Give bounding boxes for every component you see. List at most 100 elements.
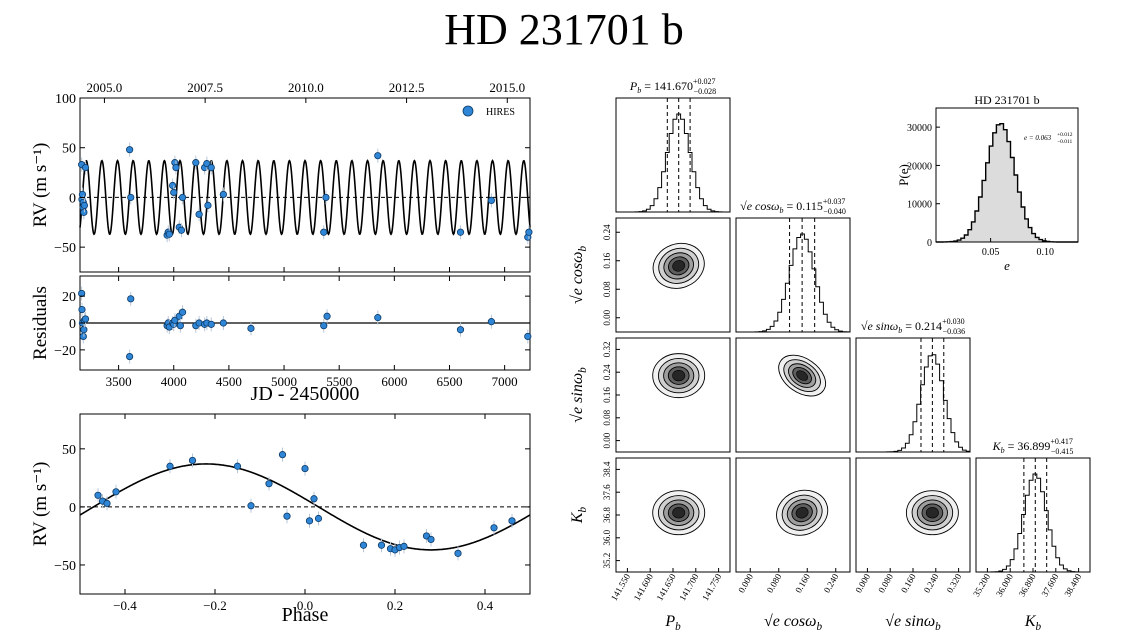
residuals-point: [81, 315, 90, 323]
residuals-xtick-label: 6000: [381, 374, 407, 389]
phase-point: [283, 512, 291, 520]
corner-contour-group: [905, 490, 959, 536]
corner-xtick-label: 0.080: [765, 572, 784, 595]
corner-ylabel-symbol: K: [569, 511, 586, 524]
corner-contour-level: [925, 507, 939, 519]
corner-contour-level: [796, 370, 809, 381]
corner-xlabel-symbol: P: [664, 613, 675, 630]
rv-time-point: [172, 164, 180, 172]
rv-time-point: [374, 152, 382, 160]
phase-ylabel: RV (m s⁻¹): [30, 462, 51, 547]
rv-time-point: [78, 190, 87, 199]
rv-time-frame: [79, 97, 531, 273]
corner-hist-frame: [735, 217, 851, 333]
corner-title-subscript: b: [637, 86, 641, 95]
corner-title-value: = 141.670: [641, 79, 693, 93]
rv-time-point: [487, 196, 495, 205]
corner-xtick-label: 0.000: [853, 572, 872, 595]
ecc-hist-steps: [936, 123, 1078, 243]
residuals-xlabel: JD - 2450000: [251, 383, 360, 405]
corner-ytick-label: 37.6: [602, 484, 612, 500]
phase-xlabel: Phase: [282, 604, 329, 626]
corner-title-value: = 0.214: [902, 319, 942, 333]
phase-model-curve: [79, 463, 531, 551]
rv-time-point: [204, 201, 212, 209]
corner-xlabel: √e cosωb: [764, 613, 823, 633]
corner-ylabel-subscript: b: [577, 367, 589, 373]
corner-ylabel: √e cosωb: [569, 246, 589, 305]
corner-xlabel-subscript: b: [675, 621, 681, 633]
residuals-point: [247, 324, 255, 332]
corner-xlabel: √e sinωb: [885, 613, 941, 633]
corner-hist-frame: [615, 97, 731, 213]
corner-contour-level: [672, 260, 686, 272]
corner-contour-group: [652, 353, 706, 399]
corner-title-symbol: K: [992, 439, 1002, 453]
phase-point: [305, 517, 314, 525]
rv-time-point: [456, 228, 465, 236]
phase-xtick-label: −0.4: [113, 598, 137, 613]
residuals-point: [79, 332, 87, 341]
corner-xtick-label: 141.650: [654, 572, 678, 603]
phase-point: [188, 456, 197, 465]
corner-title-upper-error: +0.417: [1050, 437, 1073, 446]
phase-ytick-label: 50: [62, 443, 76, 458]
corner-xtick-label: 0.240: [922, 572, 941, 595]
residuals-point: [78, 289, 86, 298]
corner-title-subscript: b: [898, 326, 902, 335]
corner-ytick-label: 0.16: [602, 252, 612, 268]
rv-time-ylabel: RV (m s⁻¹): [30, 143, 51, 228]
ecc-ytick-label: 0: [927, 238, 932, 249]
legend-label: HIRES: [486, 107, 515, 118]
corner-hist-steps: [736, 233, 851, 333]
residuals-xtick-label: 4000: [161, 374, 187, 389]
corner-xlabel-subscript: b: [1036, 621, 1042, 633]
corner-title-upper-error: +0.030: [942, 317, 965, 326]
corner-title-lower-error: −0.040: [823, 207, 846, 216]
corner-contour-group: [778, 354, 826, 397]
corner-contour-level: [672, 370, 686, 382]
phase-xtick-label: 0.4: [477, 598, 494, 613]
corner-title-upper-error: +0.027: [693, 77, 716, 86]
rv-time-point: [195, 210, 203, 218]
residuals-xtick-label: 5500: [326, 374, 352, 389]
ecc-annotation-lower: −0.011: [1057, 139, 1073, 145]
corner-ytick-label: 0.00: [602, 432, 612, 448]
phase-point: [377, 541, 386, 549]
rv-time-point: [80, 201, 89, 209]
ecc-title: HD 231701 b: [974, 93, 1039, 107]
corner-xlabel-symbol: √e cosω: [764, 613, 817, 630]
corner-xtick-label: 141.750: [700, 572, 724, 603]
corner-xlabel: Kb: [1024, 613, 1042, 633]
corner-ytick-label: 38.4: [602, 461, 612, 477]
ecc-hist-frame: [935, 107, 1079, 243]
corner-xtick-label: 37.600: [1039, 572, 1060, 599]
ecc-ytick-label: 10000: [907, 200, 932, 211]
ecc-xtick-label: 0.05: [982, 247, 1000, 258]
corner-ytick-label: 35.2: [602, 553, 612, 569]
corner-xtick-label: 38.400: [1062, 572, 1083, 599]
rv-time-model-curve: [79, 159, 531, 236]
corner-title-value: = 36.899: [1005, 439, 1051, 453]
corner-2d-frame: [735, 337, 851, 453]
corner-xtick-label: 0.240: [822, 572, 841, 595]
corner-ylabel-subscript: b: [577, 506, 589, 512]
corner-ytick-label: 0.32: [602, 342, 612, 358]
rv-time-ytick-label: 50: [62, 142, 76, 157]
corner-contour-group: [652, 242, 705, 289]
rv-time-point: [170, 188, 178, 197]
rv-time-point: [81, 164, 90, 172]
corner-ytick-label: 0.00: [602, 309, 612, 325]
ecc-ytick-label: 20000: [907, 161, 932, 172]
corner-xtick-label: 0.080: [876, 572, 895, 595]
residuals-point: [524, 332, 532, 341]
phase-point: [454, 549, 462, 557]
residuals-point: [78, 305, 86, 314]
corner-2d-frame: [615, 217, 731, 333]
residuals-point: [176, 322, 184, 330]
corner-hist-steps: [856, 354, 971, 453]
phase-point: [247, 502, 255, 510]
phase-point: [310, 495, 318, 503]
ecc-hist-fill: [936, 123, 1078, 242]
corner-ytick-label: 0.16: [602, 387, 612, 403]
